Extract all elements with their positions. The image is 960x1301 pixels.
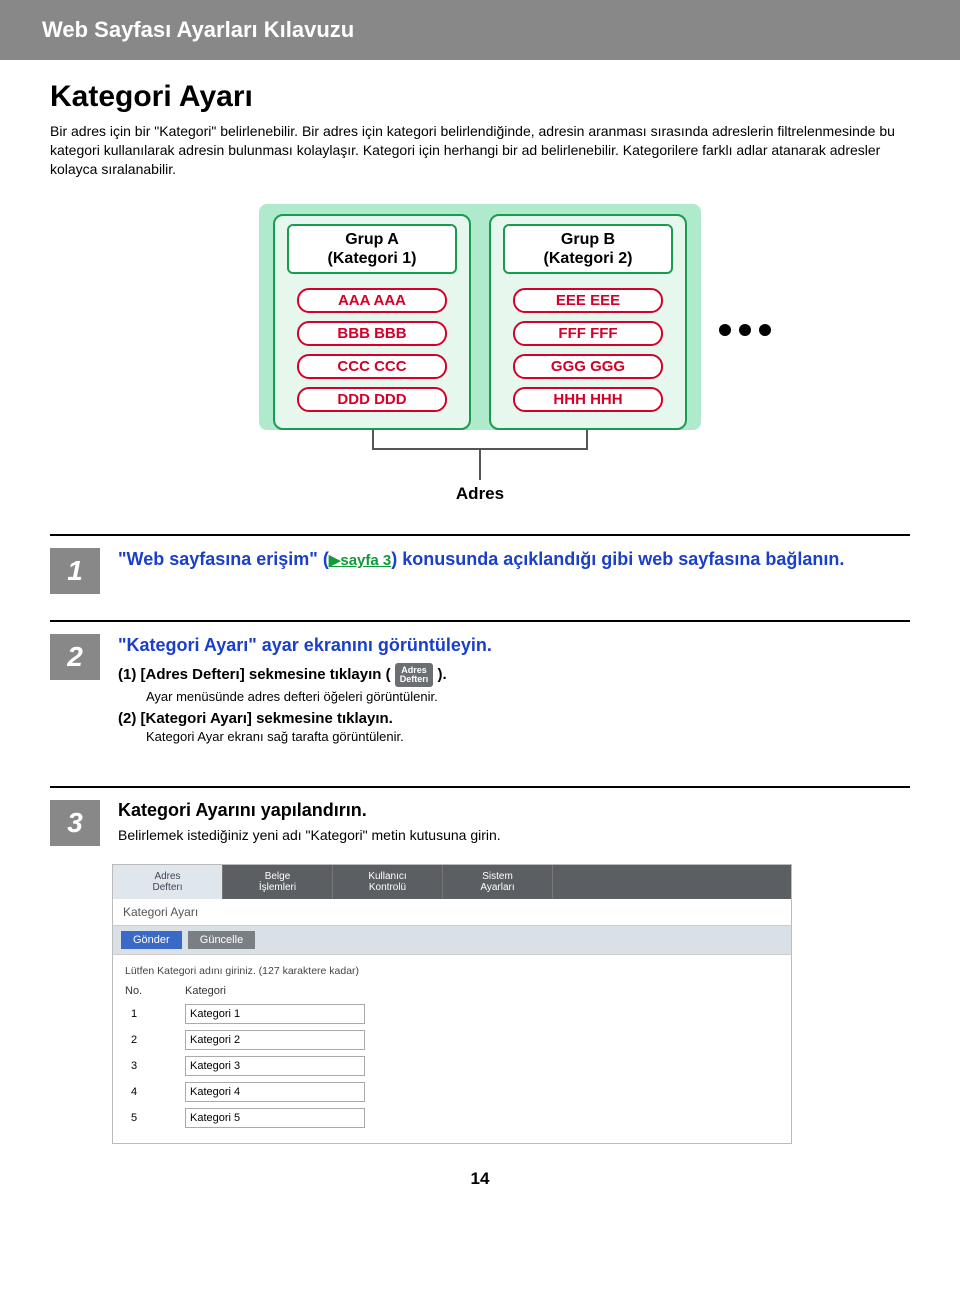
step-2-title: "Kategori Ayarı" ayar ekranını görüntüle… <box>118 634 910 657</box>
mini-btn-l2: Defterı <box>400 675 429 684</box>
row-no: 3 <box>125 1053 185 1079</box>
tab-label: Adres <box>117 871 218 882</box>
ui-subhead: Kategori Ayarı <box>113 899 791 926</box>
step-2: 2 "Kategori Ayarı" ayar ekranını görüntü… <box>50 620 910 758</box>
step-1-text-post: ) konusunda açıklandığı gibi web sayfası… <box>391 549 844 569</box>
addr-pill: HHH HHH <box>513 387 663 412</box>
page-link-symbol[interactable]: ▶ <box>329 552 341 569</box>
addr-pill: DDD DDD <box>297 387 447 412</box>
category-input-2[interactable] <box>185 1030 365 1050</box>
category-diagram: Grup A (Kategori 1) AAA AAA BBB BBB CCC … <box>259 204 701 430</box>
ui-hint: Lütfen Kategori adını giriniz. (127 kara… <box>125 965 779 977</box>
ui-tabs: Adres Defterı Belge İşlemleri Kullanıcı … <box>113 865 791 899</box>
step-2-line1-pre: (1) [Adres Defterı] sekmesine tıklayın ( <box>118 666 391 683</box>
page-link[interactable]: sayfa 3 <box>340 552 391 569</box>
step-2-line1-post: ). <box>437 666 446 683</box>
category-table: No. 1 2 3 4 5 Kategori <box>125 985 779 1131</box>
tab-label: İşlemleri <box>227 882 328 893</box>
row-no: 1 <box>125 1001 185 1027</box>
step-2-note2: Kategori Ayar ekranı sağ tarafta görüntü… <box>146 729 910 744</box>
addr-pill: CCC CCC <box>297 354 447 379</box>
step-3-sub: Belirlemek istediğiniz yeni adı "Kategor… <box>118 827 910 843</box>
addr-pill: AAA AAA <box>297 288 447 313</box>
row-no: 2 <box>125 1027 185 1053</box>
page-title: Kategori Ayarı <box>50 80 910 114</box>
step-3: 3 Kategori Ayarını yapılandırın. Belirle… <box>50 786 910 854</box>
addr-pill: BBB BBB <box>297 321 447 346</box>
ellipsis-dots <box>719 324 771 336</box>
tab-label: Sistem <box>447 871 548 882</box>
settings-screenshot: Adres Defterı Belge İşlemleri Kullanıcı … <box>112 864 792 1144</box>
tab-sistem-ayarlari[interactable]: Sistem Ayarları <box>443 865 553 899</box>
header-title: Web Sayfası Ayarları Kılavuzu <box>42 17 354 43</box>
adres-label: Adres <box>456 484 504 504</box>
tab-label: Kontrolü <box>337 882 438 893</box>
col-no-header: No. <box>125 985 185 1001</box>
group-a-title: Grup A <box>289 230 455 249</box>
tab-label: Kullanıcı <box>337 871 438 882</box>
step-2-line1: (1) [Adres Defterı] sekmesine tıklayın (… <box>118 663 910 687</box>
step-3-title: Kategori Ayarını yapılandırın. <box>118 800 910 821</box>
adres-defteri-button-icon: Adres Defterı <box>395 663 434 687</box>
group-b-title: Grup B <box>505 230 671 249</box>
category-input-3[interactable] <box>185 1056 365 1076</box>
tab-label: Ayarları <box>447 882 548 893</box>
group-a-box: Grup A (Kategori 1) AAA AAA BBB BBB CCC … <box>273 214 471 430</box>
tab-label: Defterı <box>117 882 218 893</box>
step-1: 1 "Web sayfasına erişim" (▶sayfa 3) konu… <box>50 534 910 602</box>
tab-adres-defteri[interactable]: Adres Defterı <box>113 865 223 899</box>
intro-text: Bir adres için bir "Kategori" belirleneb… <box>50 122 910 179</box>
group-a-subtitle: (Kategori 1) <box>289 249 455 268</box>
row-no: 5 <box>125 1105 185 1131</box>
step-3-number: 3 <box>50 800 100 846</box>
addr-pill: EEE EEE <box>513 288 663 313</box>
step-2-number: 2 <box>50 634 100 680</box>
col-kat-header: Kategori <box>185 985 779 1001</box>
addr-pill: GGG GGG <box>513 354 663 379</box>
page-number: 14 <box>50 1169 910 1189</box>
tab-kullanici-kontrolu[interactable]: Kullanıcı Kontrolü <box>333 865 443 899</box>
ui-form: Lütfen Kategori adını giriniz. (127 kara… <box>113 955 791 1143</box>
category-input-4[interactable] <box>185 1082 365 1102</box>
diagram-connector <box>273 430 687 480</box>
update-button[interactable]: Güncelle <box>188 931 255 949</box>
category-input-1[interactable] <box>185 1004 365 1024</box>
group-b-head: Grup B (Kategori 2) <box>503 224 673 274</box>
group-b-box: Grup B (Kategori 2) EEE EEE FFF FFF GGG … <box>489 214 687 430</box>
ui-button-row: Gönder Güncelle <box>113 926 791 955</box>
group-a-head: Grup A (Kategori 1) <box>287 224 457 274</box>
tab-belge-islemleri[interactable]: Belge İşlemleri <box>223 865 333 899</box>
step-2-note1: Ayar menüsünde adres defteri öğeleri gör… <box>146 689 910 704</box>
step-1-number: 1 <box>50 548 100 594</box>
category-input-5[interactable] <box>185 1108 365 1128</box>
group-b-subtitle: (Kategori 2) <box>505 249 671 268</box>
page-header: Web Sayfası Ayarları Kılavuzu <box>0 0 960 60</box>
addr-pill: FFF FFF <box>513 321 663 346</box>
tab-label: Belge <box>227 871 328 882</box>
step-2-line2: (2) [Kategori Ayarı] sekmesine tıklayın. <box>118 710 910 727</box>
step-1-text-pre: "Web sayfasına erişim" ( <box>118 549 329 569</box>
submit-button[interactable]: Gönder <box>121 931 182 949</box>
row-no: 4 <box>125 1079 185 1105</box>
